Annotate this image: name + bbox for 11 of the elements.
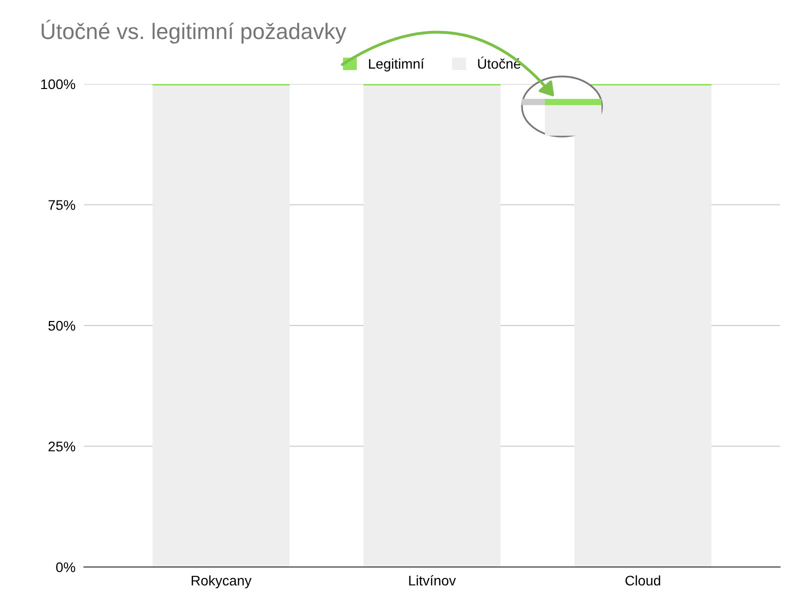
legend-label: Legitimní bbox=[369, 58, 424, 72]
x-tick-label: Litvínov bbox=[409, 575, 456, 586]
y-tick-label: 50% bbox=[48, 320, 76, 331]
legend-label: Útočné bbox=[478, 56, 520, 69]
chart-title: Útočné vs. legitimní požadavky bbox=[42, 20, 346, 44]
y-tick-label: 100% bbox=[41, 79, 76, 90]
x-tick-label: Rokycany bbox=[192, 575, 252, 588]
y-tick-label: 0% bbox=[56, 562, 76, 572]
y-tick-label: 75% bbox=[48, 200, 76, 210]
y-tick-label: 25% bbox=[48, 442, 76, 452]
x-tick-label: Cloud bbox=[625, 575, 660, 586]
